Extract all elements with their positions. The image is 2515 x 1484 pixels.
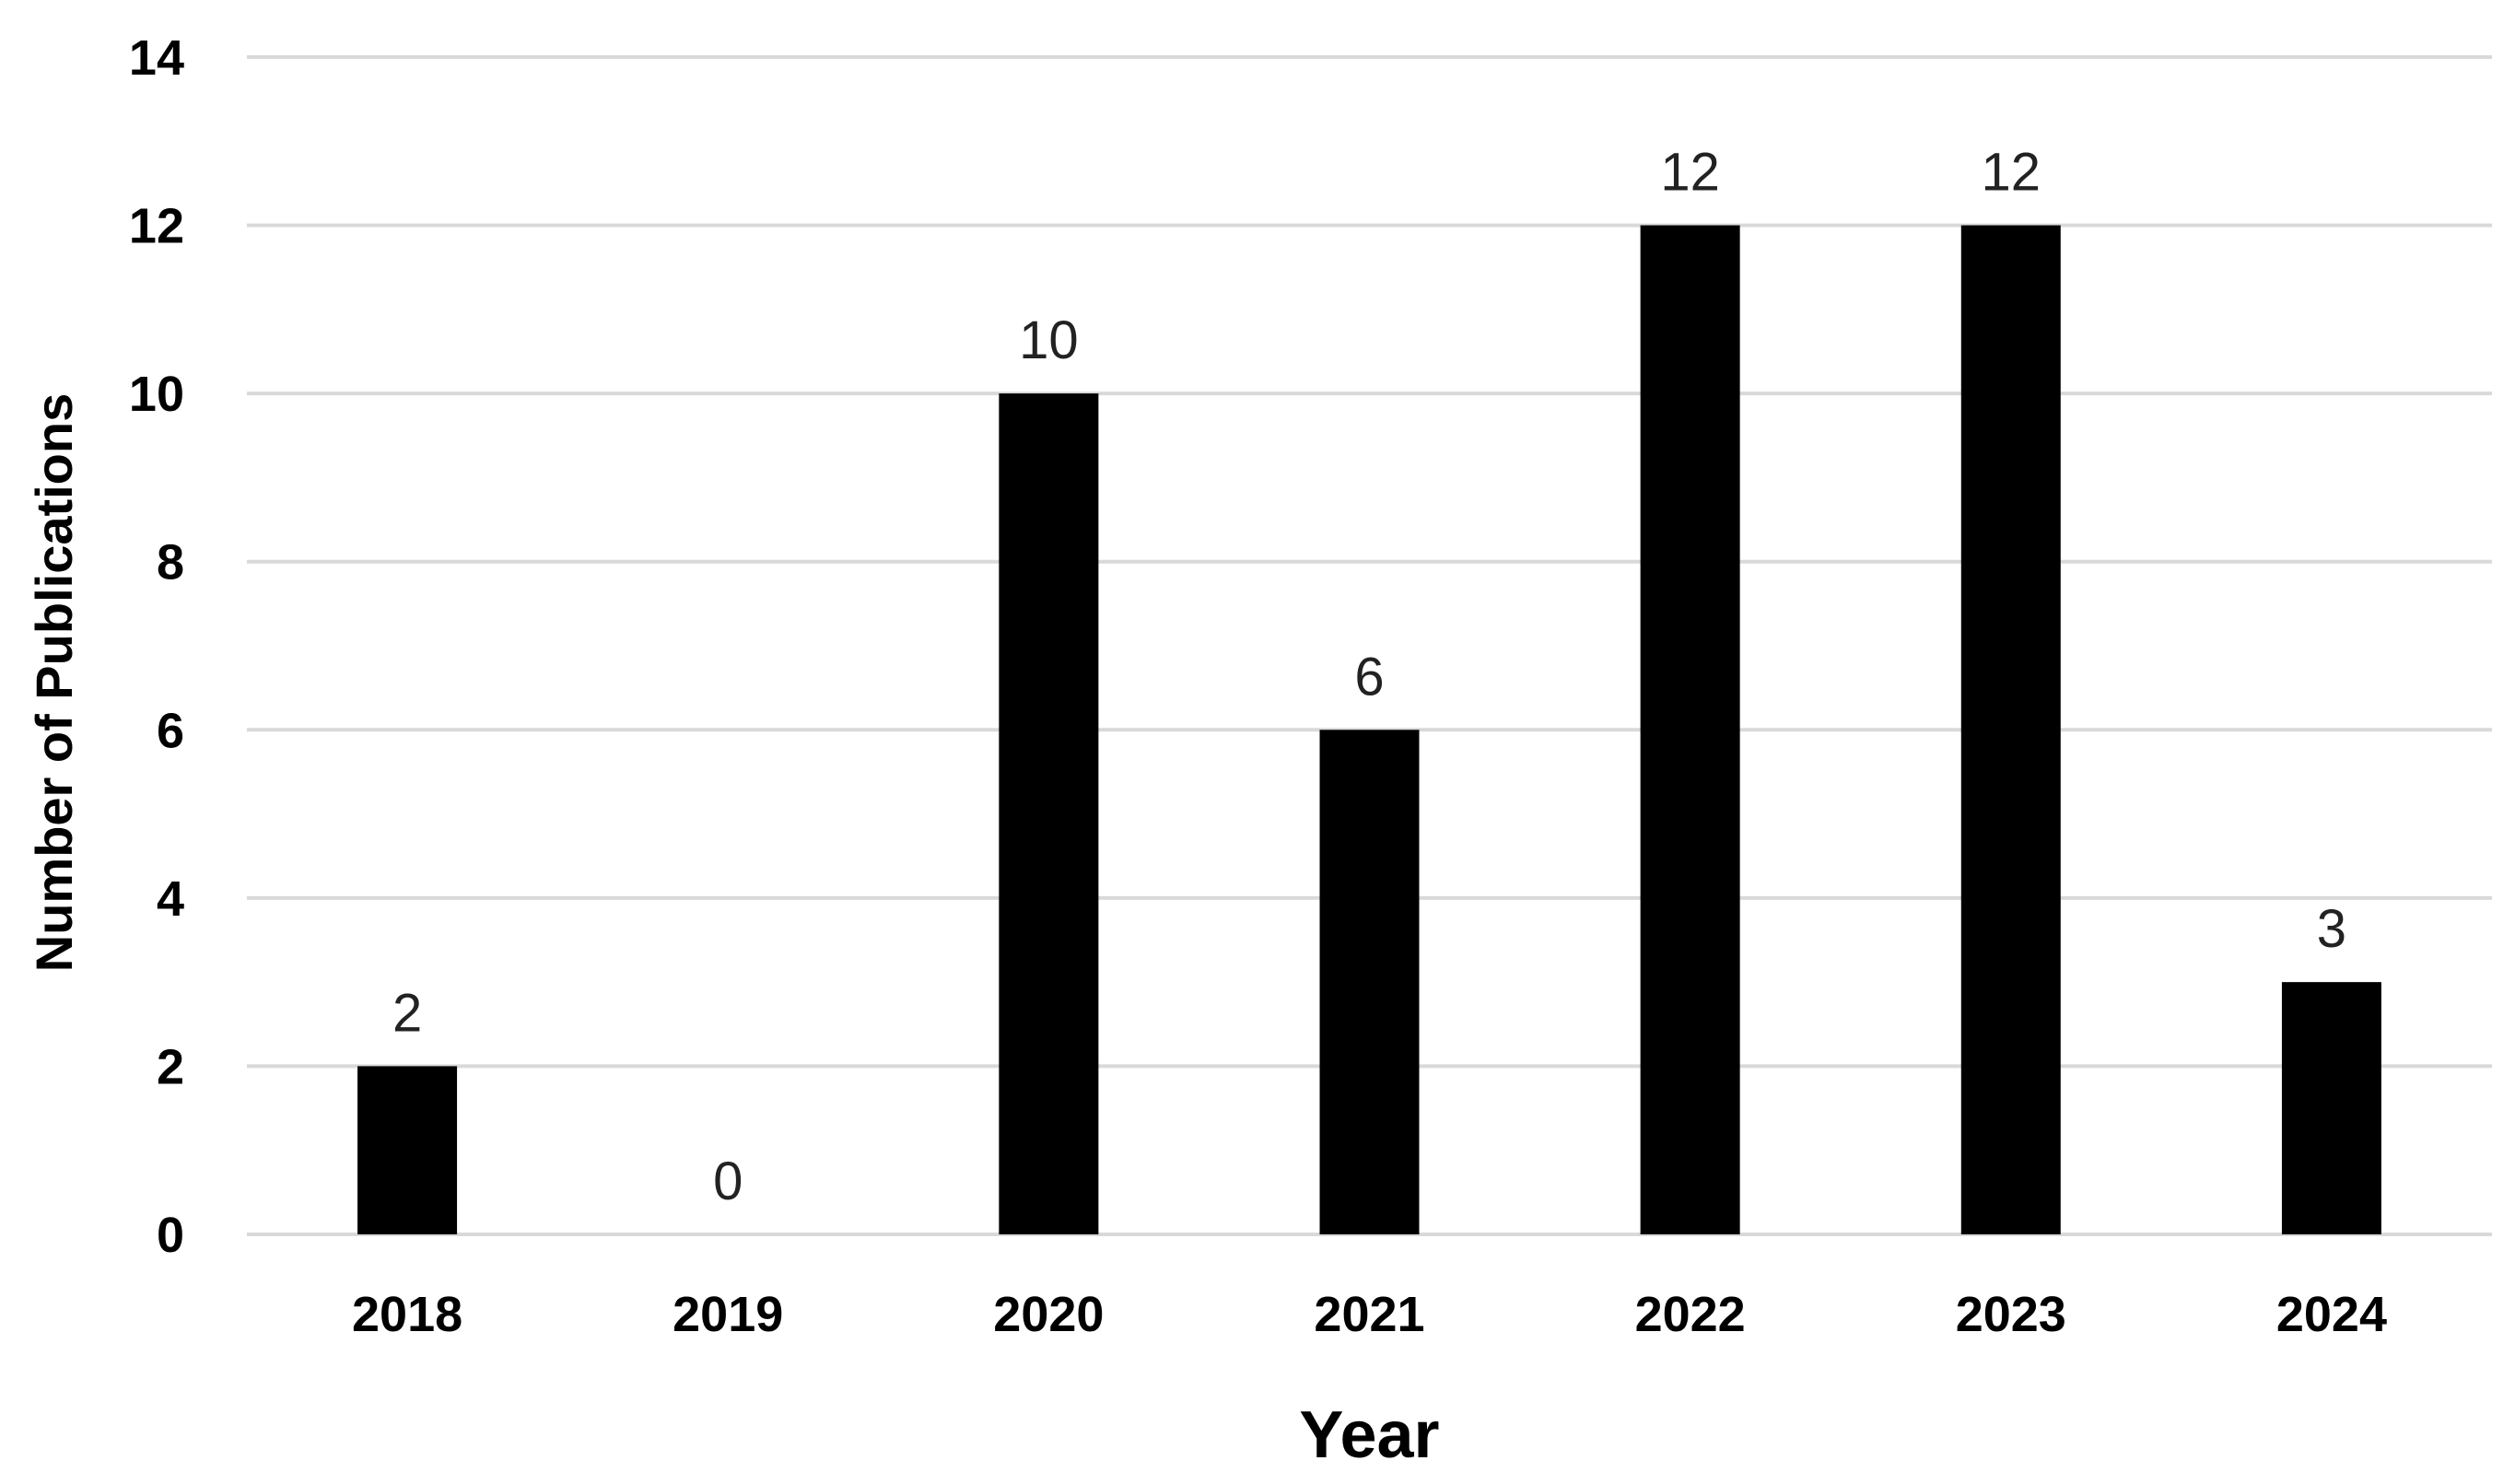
bar-2024 xyxy=(2281,982,2381,1234)
y-axis-title: Number of Publications xyxy=(25,393,83,973)
y-tick-label: 0 xyxy=(157,1208,184,1263)
bar-2018 xyxy=(357,1066,458,1234)
x-tick-label-2021: 2021 xyxy=(1314,1287,1424,1342)
y-tick-label: 4 xyxy=(157,871,184,927)
x-tick-label-2020: 2020 xyxy=(993,1287,1104,1342)
data-label-2022: 12 xyxy=(1660,143,1720,203)
data-label-2021: 6 xyxy=(1354,647,1384,707)
y-tick-label: 12 xyxy=(129,199,184,254)
bar-2022 xyxy=(1640,225,1740,1235)
x-tick-label-2022: 2022 xyxy=(1635,1287,1746,1342)
data-labels: 2 0 10 6 12 12 3 xyxy=(392,143,2346,1211)
x-axis-ticks: 2018 2019 2020 2021 2022 2023 2024 xyxy=(352,1287,2387,1342)
data-label-2024: 3 xyxy=(2317,899,2346,959)
bar-2023 xyxy=(1960,225,2061,1235)
y-axis-ticks: 0 2 4 6 8 10 12 14 xyxy=(129,30,184,1263)
y-tick-label: 14 xyxy=(129,30,184,86)
x-tick-label-2023: 2023 xyxy=(1956,1287,2066,1342)
bar-2021 xyxy=(1319,730,1420,1234)
data-label-2023: 12 xyxy=(1982,143,2041,203)
y-tick-label: 10 xyxy=(129,367,184,422)
x-tick-label-2018: 2018 xyxy=(352,1287,462,1342)
bar-2020 xyxy=(999,393,1099,1235)
data-label-2019: 0 xyxy=(713,1151,743,1211)
y-tick-label: 2 xyxy=(157,1039,184,1094)
x-tick-label-2024: 2024 xyxy=(2276,1287,2387,1342)
y-tick-label: 8 xyxy=(157,535,184,590)
y-tick-label: 6 xyxy=(157,703,184,758)
bars xyxy=(357,225,2381,1235)
x-tick-label-2019: 2019 xyxy=(673,1287,783,1342)
x-axis-title: Year xyxy=(1299,1398,1439,1472)
data-label-2020: 10 xyxy=(1019,310,1079,370)
data-label-2018: 2 xyxy=(392,983,422,1043)
